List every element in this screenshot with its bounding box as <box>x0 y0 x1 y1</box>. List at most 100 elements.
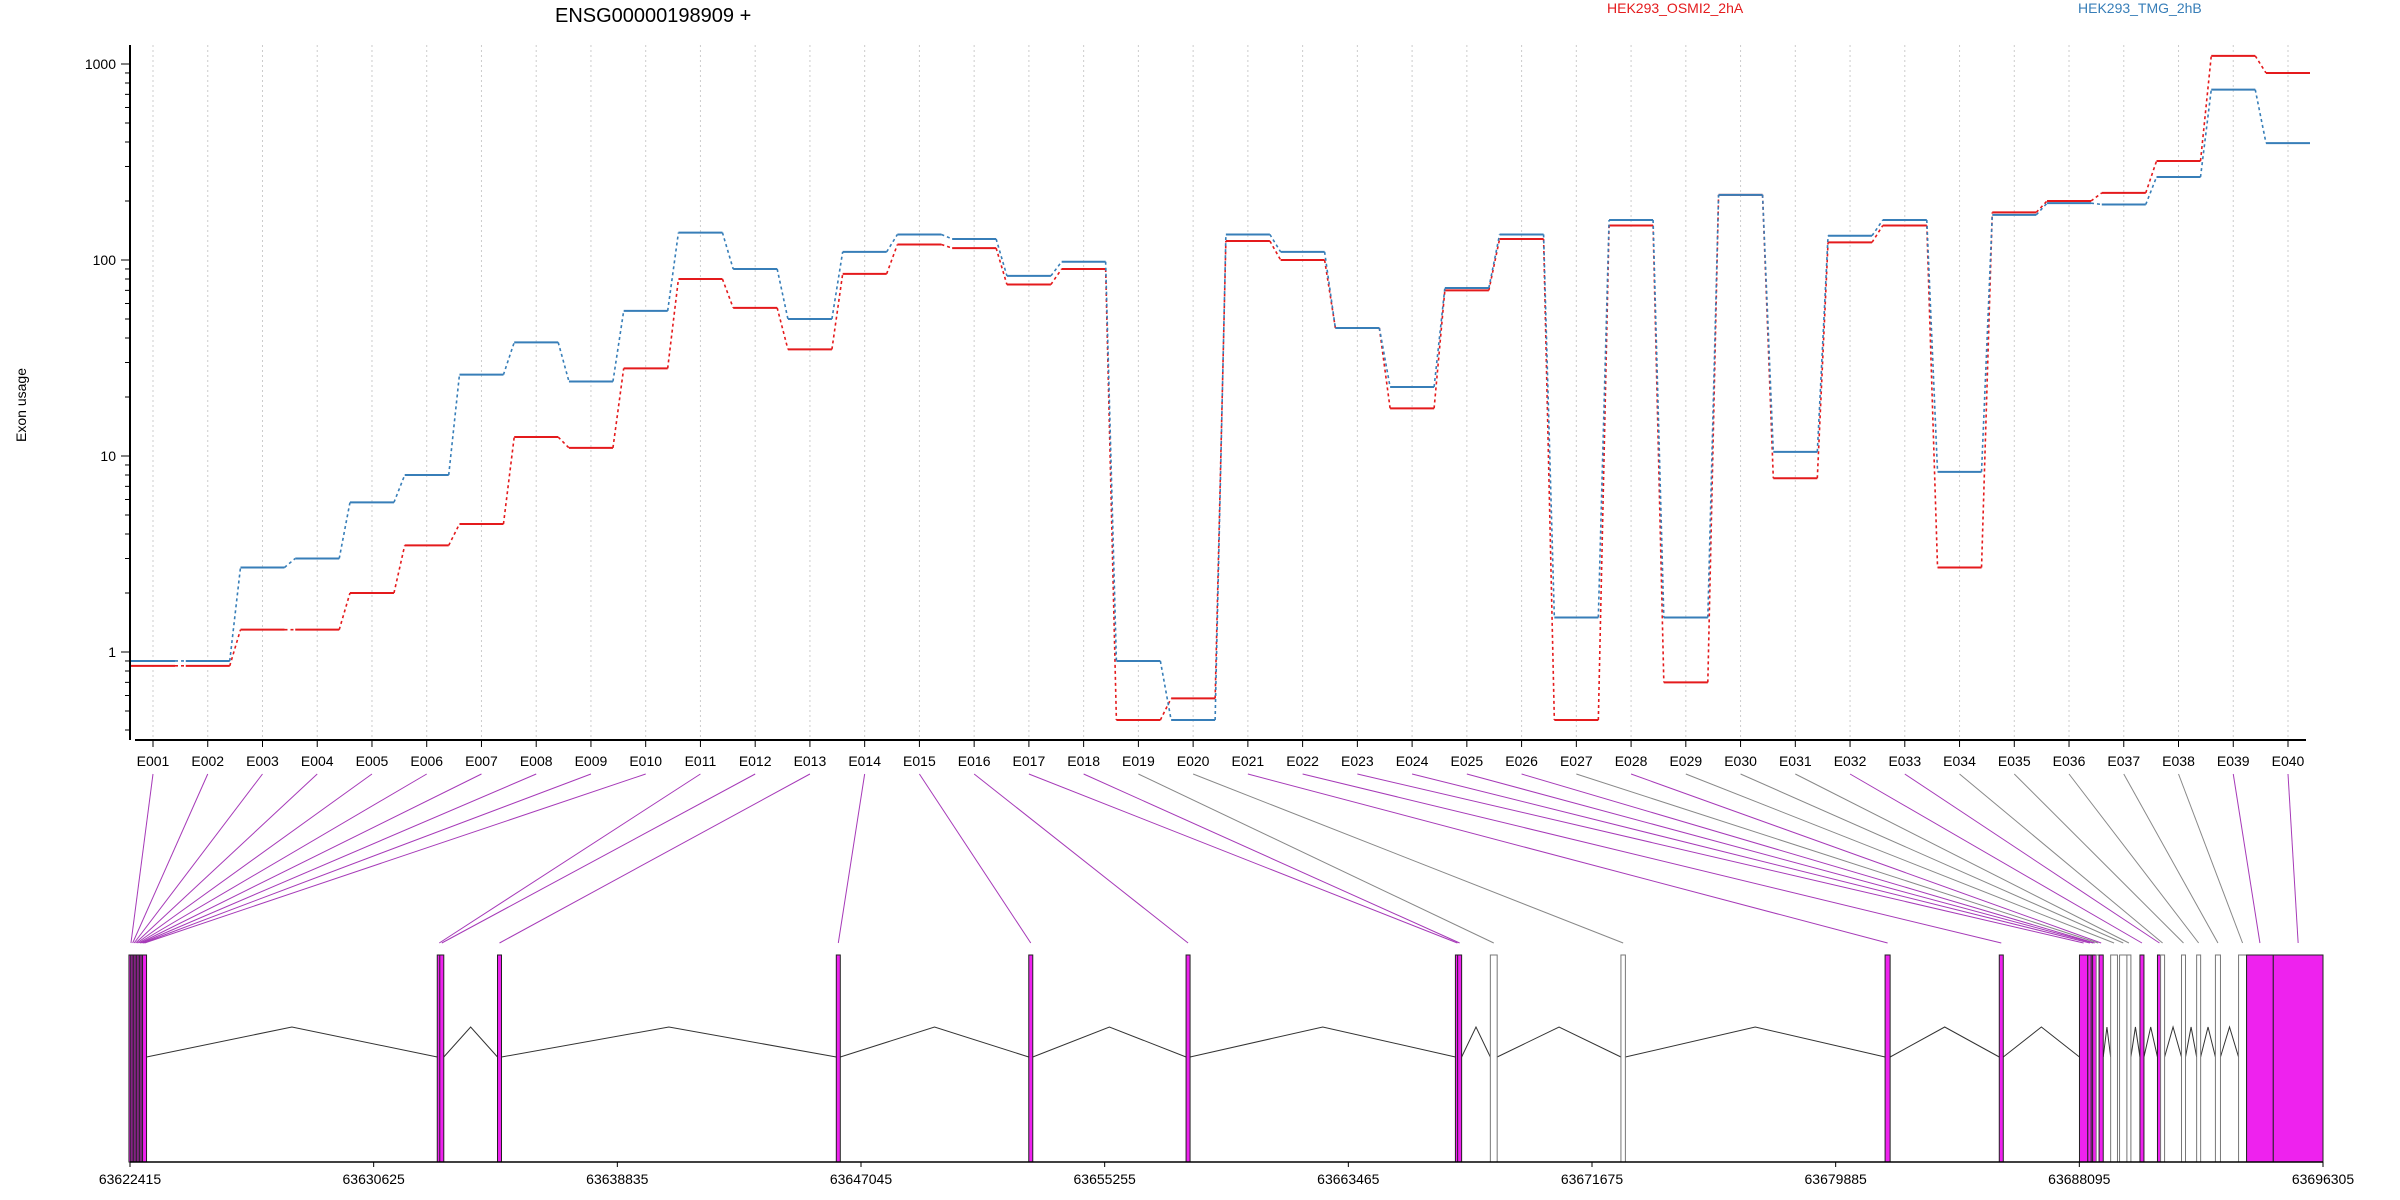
x-tick-label: E008 <box>520 753 553 769</box>
coordinate-tick-label: 63638835 <box>586 1171 649 1187</box>
series-connector <box>1214 234 1227 720</box>
x-tick-label: E009 <box>575 753 608 769</box>
x-tick-label: E030 <box>1724 753 1757 769</box>
exon-connector <box>130 773 154 944</box>
series-connector <box>721 232 734 270</box>
exon-box-E031 <box>2126 954 2132 1163</box>
series-connector <box>1159 660 1172 721</box>
x-tick-label: E012 <box>739 753 772 769</box>
series-connector <box>1433 290 1446 409</box>
exon-connector <box>1302 773 2002 944</box>
x-axis: E001 E002 E003 E004 E005 E006 E007 E008 E009 E010… <box>135 739 2306 769</box>
intron-line <box>2164 1025 2182 1058</box>
exon-box-E034 <box>2160 954 2166 1163</box>
exon-connector <box>141 773 537 944</box>
intron-line <box>1496 1026 1622 1058</box>
exon-box-E013 <box>497 954 503 1163</box>
intron-line <box>501 1026 837 1058</box>
exon-box-E023 <box>2078 954 2089 1163</box>
series-connector <box>1050 261 1063 277</box>
series-connector <box>2035 200 2048 213</box>
exon-box-E039 <box>2246 954 2274 1163</box>
exon-connector <box>1247 773 1888 944</box>
exon-connector <box>133 773 263 944</box>
exon-box-E035 <box>2181 954 2187 1163</box>
legend-series-1: HEK293_OSMI2_2hA <box>1607 0 1744 16</box>
coordinate-tick-label: 63647045 <box>830 1171 893 1187</box>
series-connector <box>228 629 242 667</box>
series-connector <box>885 244 899 275</box>
exon-connector <box>2232 773 2261 944</box>
series-connector <box>2199 55 2213 162</box>
series-connector <box>1433 287 1446 388</box>
exon-box-E010 <box>142 954 148 1163</box>
exon-connector <box>144 773 646 944</box>
grid-layer <box>152 45 2289 740</box>
series-connector <box>2254 89 2267 144</box>
exon-box-E016 <box>1185 954 1191 1163</box>
exon-connector <box>142 773 592 944</box>
x-tick-label: E003 <box>246 753 279 769</box>
x-tick-label: E007 <box>465 753 498 769</box>
exon-connector <box>1904 773 2160 944</box>
exon-box-E019 <box>1489 954 1498 1163</box>
exon-connector <box>499 773 811 944</box>
exon-box-E028 <box>2098 954 2104 1163</box>
series-connector <box>283 557 296 569</box>
intron-line <box>1189 1026 1456 1058</box>
series-connector <box>1925 225 1939 568</box>
series-connector <box>338 502 351 559</box>
exon-connector <box>2013 773 2184 944</box>
series-connector <box>2199 89 2213 178</box>
x-tick-label: E031 <box>1779 753 1812 769</box>
y-tick-label: 1000 <box>85 56 116 72</box>
series-connector <box>557 436 570 449</box>
exon-box-E037 <box>2214 954 2221 1163</box>
series-connector <box>941 233 953 240</box>
series-HEK293_TMG_2hB <box>131 88 2310 721</box>
series-connector <box>995 247 1008 285</box>
series-connector <box>1652 225 1665 683</box>
coordinate-tick-label: 63622415 <box>99 1171 162 1187</box>
coordinate-tick-label: 63696305 <box>2292 1171 2355 1187</box>
exon-connector <box>441 773 756 944</box>
exon-connector <box>973 773 1189 944</box>
x-tick-label: E020 <box>1177 753 1210 769</box>
x-tick-label: E015 <box>903 753 936 769</box>
coordinate-axis: 63622415 63630625 63638835 63647045 63655255… <box>99 1161 2355 1187</box>
exon-box-E032 <box>2139 954 2145 1163</box>
x-tick-label: E037 <box>2107 753 2140 769</box>
exon-connector <box>1521 773 2095 944</box>
series-HEK293_OSMI2_2hA <box>131 54 2310 721</box>
exon-connector <box>135 773 318 944</box>
connector-layer <box>130 773 2299 944</box>
exon-connector <box>2123 773 2219 944</box>
exon-connector <box>1849 773 2143 944</box>
series-connector <box>1652 219 1665 618</box>
x-tick-label: E026 <box>1505 753 1538 769</box>
exon-box-E036 <box>2196 954 2202 1163</box>
series-connector <box>776 268 789 320</box>
x-tick-label: E028 <box>1615 753 1648 769</box>
y-tick-label: 100 <box>93 252 117 268</box>
exon-box-E014 <box>835 954 841 1163</box>
x-tick-label: E034 <box>1943 753 1976 769</box>
coordinate-tick-label: 63630625 <box>343 1171 406 1187</box>
exon-connector <box>1685 773 2115 944</box>
x-tick-label: E039 <box>2217 753 2250 769</box>
series-connector <box>502 436 515 525</box>
exon-connector <box>1411 773 2090 944</box>
series-connector <box>776 307 789 350</box>
series-connector <box>666 232 680 311</box>
exon-connector <box>139 773 482 944</box>
series-connector <box>228 567 242 662</box>
x-tick-label: E032 <box>1834 753 1867 769</box>
series-connector <box>1980 214 1994 472</box>
y-tick-label: 10 <box>100 448 116 464</box>
intron-line <box>2200 1026 2216 1058</box>
series-connector <box>1925 219 1939 472</box>
exon-box-E021 <box>1884 954 1891 1163</box>
x-tick-label: E016 <box>958 753 991 769</box>
x-tick-label: E002 <box>191 753 224 769</box>
series-connector <box>447 374 461 476</box>
